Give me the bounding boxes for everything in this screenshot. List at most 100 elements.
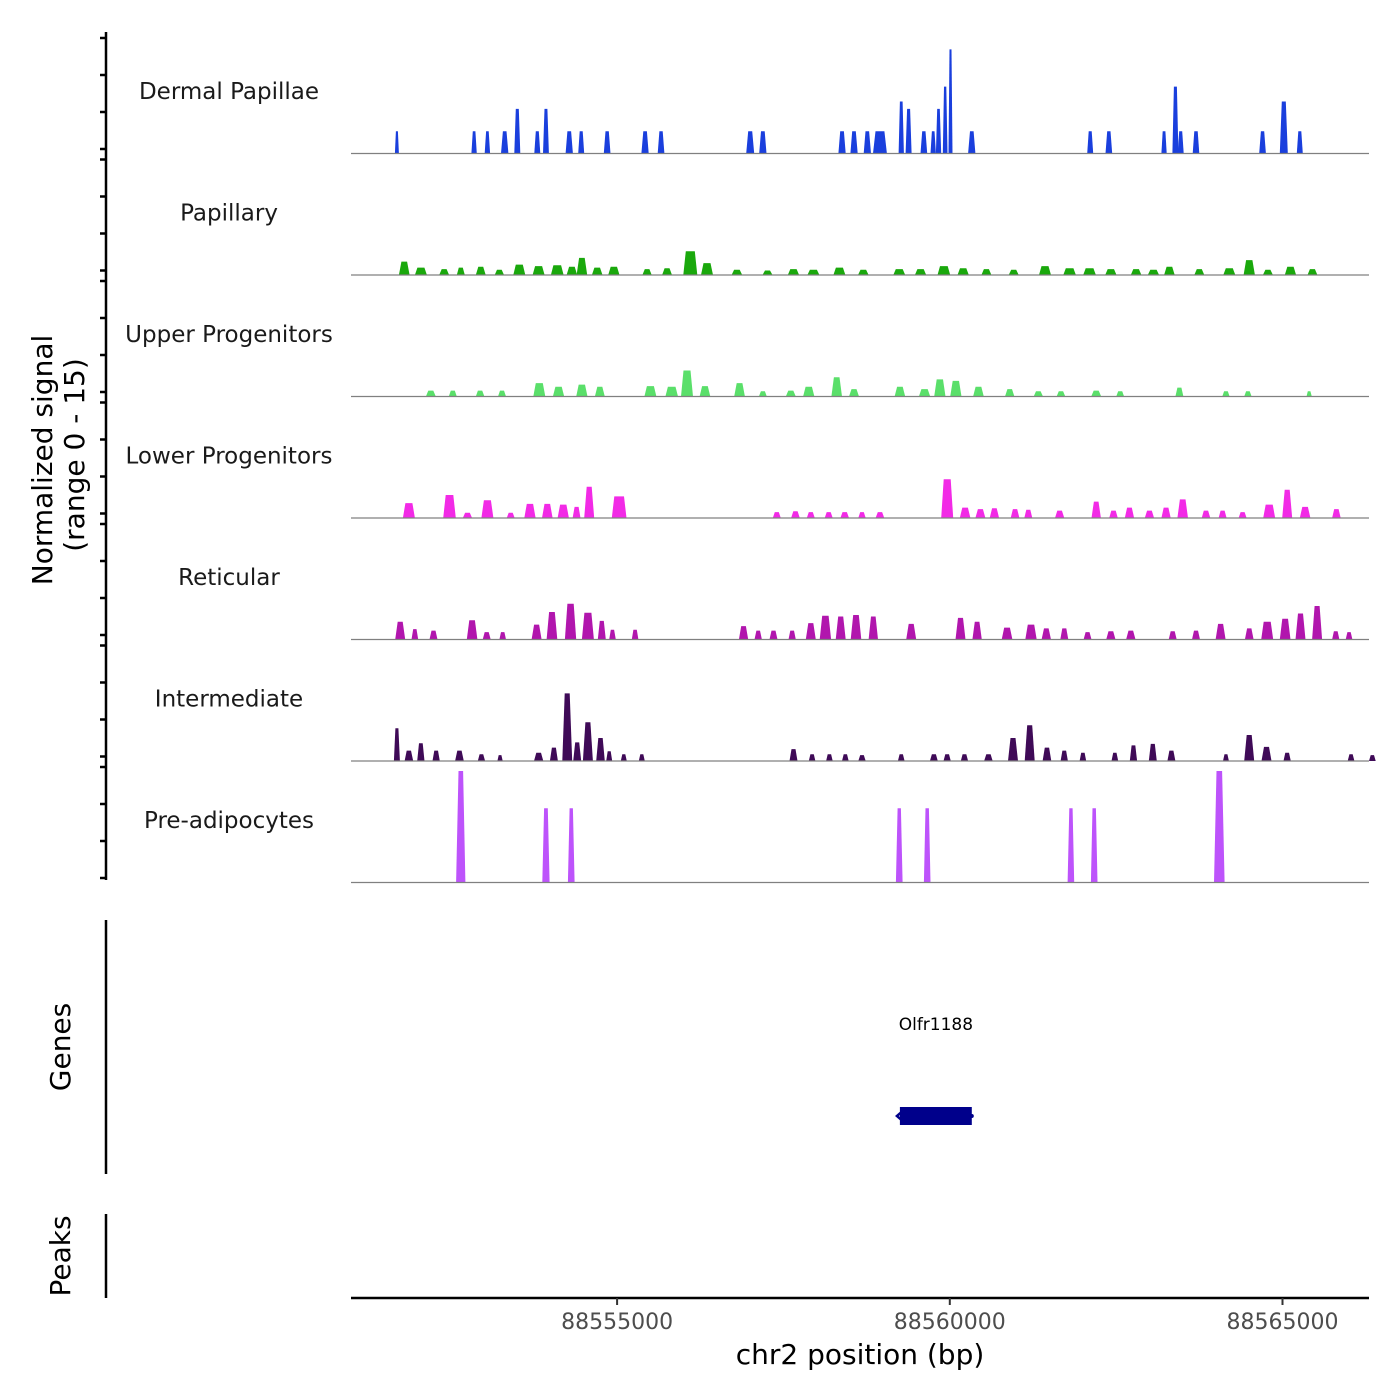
signal-peak (1060, 750, 1068, 761)
signal-peak (620, 754, 627, 761)
signal-peak (532, 266, 545, 275)
signal-peak (1033, 391, 1043, 397)
signal-peak (1008, 269, 1019, 275)
signal-peak (803, 386, 815, 397)
signal-peak (393, 728, 400, 761)
signal-peak (895, 808, 903, 883)
signal-peak (805, 623, 816, 640)
signal-peak (683, 251, 698, 275)
signal-peak (819, 615, 832, 640)
signal-peak (1223, 268, 1236, 275)
signal-peak (1005, 389, 1015, 397)
signal-peak (1347, 754, 1355, 761)
signal-peak (557, 504, 569, 518)
signal-peak (858, 512, 866, 518)
signal-peak (975, 509, 986, 518)
signal-peak (941, 479, 954, 518)
signal-peak (1090, 808, 1098, 883)
signal-peak (1148, 743, 1157, 761)
strand-arrow (895, 1109, 905, 1123)
signal-peak (591, 267, 603, 275)
signal-peak (477, 754, 486, 761)
signal-peak (1192, 131, 1200, 154)
signal-peak (1124, 507, 1135, 518)
track-label: Upper Progenitors (125, 322, 333, 348)
signal-peak (471, 131, 477, 154)
signal-peak (1111, 752, 1119, 761)
signal-peak (806, 512, 815, 518)
signal-peak (1161, 131, 1167, 154)
signal-peak (934, 379, 946, 397)
signal-peak (1295, 613, 1306, 640)
signal-peak (1194, 269, 1205, 275)
signal-peak (807, 269, 820, 275)
signal-peak (484, 131, 491, 154)
signal-peak (455, 750, 464, 761)
signal-peak (657, 131, 665, 154)
signal-peak (443, 495, 456, 518)
gene-body (899, 1107, 972, 1125)
x-tick-label: 88560000 (894, 1310, 1006, 1335)
signal-peak (1262, 269, 1273, 275)
signal-peak (513, 264, 526, 275)
signal-peak (564, 603, 577, 640)
signal-peak (731, 269, 743, 275)
signal-peak (1024, 509, 1033, 518)
signal-peak (831, 377, 842, 397)
x-axis-title: chr2 position (bp) (736, 1338, 985, 1371)
x-tick-label: 88555000 (561, 1310, 673, 1335)
signal-peak (1282, 489, 1293, 518)
signal-peak (905, 108, 912, 154)
gene-label: Olfr1188 (899, 1015, 973, 1035)
x-tick-label: 88565000 (1227, 1310, 1339, 1335)
signal-peak (1296, 131, 1303, 154)
genes-panel-title: Genes (44, 1003, 77, 1091)
signal-peak (404, 750, 414, 761)
signal-peak (858, 269, 869, 275)
signal-peak (1105, 131, 1113, 154)
signal-peak (897, 754, 905, 761)
signal-peak (394, 131, 399, 154)
signal-peak (576, 384, 588, 397)
signal-peak (923, 808, 931, 883)
signal-peak (868, 616, 878, 640)
signal-peak (1332, 631, 1340, 640)
signal-peak (1164, 266, 1175, 275)
signal-peak (950, 380, 962, 397)
signal-peak (850, 615, 862, 640)
signal-peak (514, 108, 521, 154)
signal-peak (930, 131, 936, 154)
signal-peak (1279, 618, 1291, 640)
signal-peak (1091, 390, 1102, 397)
signal-peak (898, 101, 904, 154)
signal-peak (481, 500, 494, 518)
track: Reticular (178, 565, 1369, 641)
signal-peak (576, 257, 588, 275)
signal-peak (984, 754, 993, 761)
signal-peak (791, 511, 800, 518)
signal-peak (475, 390, 485, 397)
signal-peak (562, 693, 573, 761)
signal-peak (789, 749, 798, 761)
signal-peak (769, 630, 778, 640)
signal-peak (584, 486, 595, 518)
signal-peak (1105, 269, 1117, 275)
x-axis-ticks: 88555000 88560000 88565000 (561, 1298, 1338, 1335)
signal-peak (1177, 131, 1184, 154)
signal-peak (906, 623, 917, 640)
signal-peak (1147, 269, 1160, 275)
coverage-tracks: Dermal Papillae Papillary Upper Progenitor… (125, 49, 1376, 884)
signal-peak (572, 506, 581, 518)
signal-peak (439, 269, 450, 275)
signal-peak (1279, 101, 1288, 154)
signal-peak (546, 612, 558, 640)
signal-peak (1261, 746, 1272, 761)
signal-peak (920, 131, 928, 154)
signal-peak (1039, 266, 1051, 275)
track: Papillary (180, 201, 1369, 276)
signal-peak (835, 616, 846, 640)
signal-peak (772, 512, 781, 518)
signal-peak (840, 512, 849, 518)
track: Intermediate (155, 687, 1376, 762)
